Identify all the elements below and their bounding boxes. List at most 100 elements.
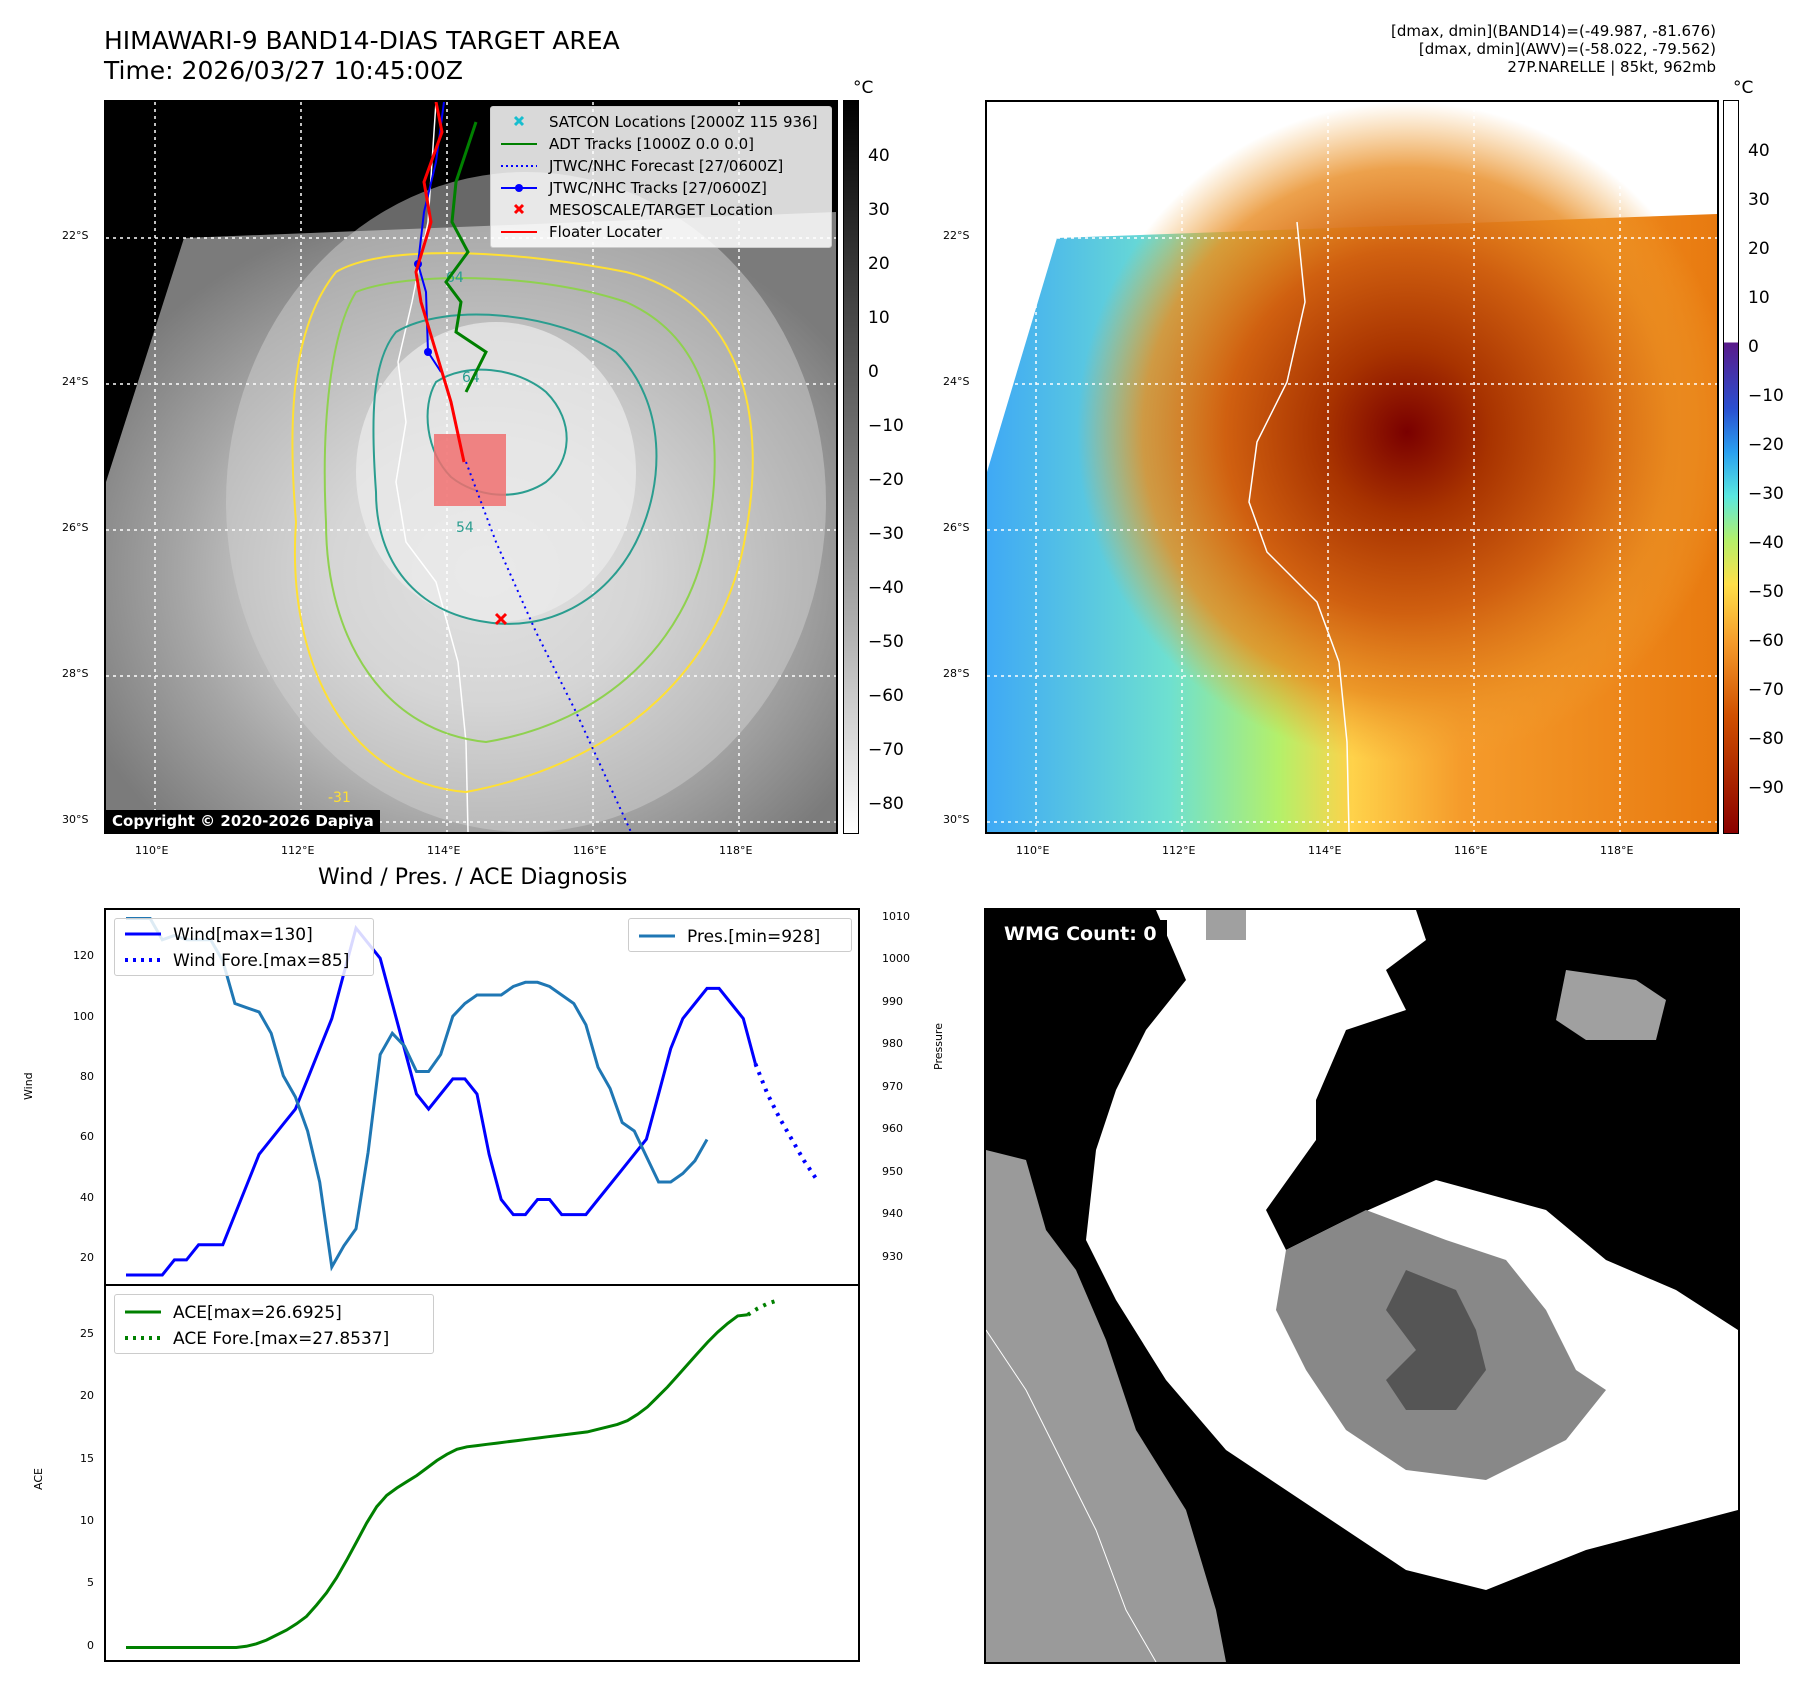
- awv-coastline: [1248, 221, 1350, 832]
- awv-lat-tick-26: 26°S: [943, 521, 970, 534]
- legend-item-ace: ACE[max=26.6925]: [125, 1303, 342, 1323]
- awv-lon-tick-112: 112°E: [1162, 844, 1196, 857]
- wind-ytick: 60: [80, 1130, 94, 1144]
- ir-lon-tick-112: 112°E: [281, 844, 315, 857]
- ir-lat-tick-24: 24°S: [62, 375, 89, 388]
- pressure-ytick: 1000: [882, 952, 910, 965]
- legend-item-wind: Wind[max=130]: [125, 925, 313, 945]
- awv-map-panel: [985, 100, 1719, 834]
- ir-contour-yellow: [291, 252, 754, 794]
- legend-item-jtwc-forecast: JTWC/NHC Forecast [27/0600Z]: [501, 157, 784, 175]
- pressure-ytick: 950: [882, 1164, 903, 1178]
- ir-colorbar: [843, 100, 859, 834]
- pres-legend: Pres.[min=928]: [628, 918, 852, 952]
- awv-lon-tick-110: 110°E: [1016, 844, 1050, 857]
- ace-ytick: 10: [80, 1513, 94, 1527]
- ace-chart-frame: ACE[max=26.6925] ACE Fore.[max=27.8537]: [104, 1284, 860, 1662]
- legend-item-adt: ADT Tracks [1000Z 0.0 0.0]: [501, 135, 754, 153]
- pressure-ytick: 980: [882, 1037, 903, 1050]
- wmg-count-label: WMG Count: 0: [994, 920, 1167, 948]
- ir-lat-tick-22: 22°S: [62, 229, 89, 242]
- pressure-ytick: 970: [882, 1079, 903, 1093]
- figure-title: HIMAWARI-9 BAND14-DIAS TARGET AREA Time:…: [104, 26, 620, 86]
- awv-colorbar-unit: °C: [1733, 78, 1754, 98]
- wmg-image: [986, 910, 1738, 1662]
- contour-label-3: 54: [456, 520, 474, 536]
- contour-label-4: -31: [328, 790, 351, 806]
- storm-info: [dmax, dmin](BAND14)=(-49.987, -81.676) …: [1391, 22, 1716, 76]
- awv-colorbar-ticks: 40 30 20 10 0 −10 −20 −30 −40 −50 −60 −7…: [1748, 141, 1784, 798]
- info-line-1: [dmax, dmin](BAND14)=(-49.987, -81.676): [1391, 22, 1716, 40]
- target-area-box: [434, 434, 506, 506]
- ir-legend: SATCON Locations [2000Z 115 936] ADT Tra…: [490, 106, 832, 248]
- pressure-ytick: 990: [882, 994, 903, 1008]
- ir-contour-lightgreen: [323, 277, 716, 744]
- awv-lon-tick-114: 114°E: [1308, 844, 1342, 857]
- ace-yticks: 0 5 10 15 20 25: [50, 1284, 98, 1662]
- adt-track: [444, 121, 488, 393]
- wind-forecast-series-line: [753, 1063, 818, 1180]
- ir-lat-tick-26: 26°S: [62, 521, 89, 534]
- legend-item-ace-fore: ACE Fore.[max=27.8537]: [125, 1329, 390, 1349]
- ace-ytick: 0: [87, 1638, 94, 1652]
- ir-map-panel: 64 64 54 -31 SATCON Locations [2000Z 115…: [104, 100, 838, 834]
- ace-ytick: 5: [87, 1576, 94, 1590]
- wind-ytick: 120: [73, 949, 94, 963]
- ace-chart: [126, 1298, 779, 1649]
- ir-lat-tick-30: 30°S: [62, 813, 89, 826]
- wind-axis-label: Wind: [22, 1072, 35, 1100]
- legend-item-pres: Pres.[min=928]: [639, 927, 821, 947]
- pressure-ytick: 960: [882, 1122, 903, 1135]
- pressure-ytick: 1010: [882, 909, 910, 923]
- wmg-dark-core: [1386, 1270, 1486, 1410]
- legend-item-satcon: SATCON Locations [2000Z 115 936]: [491, 111, 831, 133]
- awv-colorbar: [1723, 100, 1739, 834]
- wind-ytick: 40: [80, 1190, 94, 1204]
- copyright-badge: Copyright © 2020-2026 Dapiya: [106, 810, 380, 832]
- wind-ytick: 100: [73, 1009, 94, 1023]
- wind-legend: Wind[max=130] Wind Fore.[max=85]: [114, 918, 374, 976]
- awv-storm-core: [1077, 102, 1717, 762]
- pressure-yticks: 930 940 950 960 970 980 990 1000 1010: [878, 908, 938, 1286]
- ir-lon-tick-114: 114°E: [427, 844, 461, 857]
- legend-item-floater: Floater Locater: [501, 223, 663, 241]
- wind-ytick: 20: [80, 1250, 94, 1264]
- ace-legend: ACE[max=26.6925] ACE Fore.[max=27.8537]: [114, 1294, 434, 1354]
- awv-lon-tick-118: 118°E: [1600, 844, 1634, 857]
- ace-ytick: 15: [80, 1451, 94, 1465]
- ir-colorbar-ticks: 40 30 20 10 0 −10 −20 −30 −40 −50 −60 −7…: [868, 146, 904, 814]
- awv-lon-tick-116: 116°E: [1454, 844, 1488, 857]
- wmg-coastline: [986, 1329, 1157, 1662]
- legend-item-wind-fore: Wind Fore.[max=85]: [125, 951, 350, 971]
- pressure-ytick: 930: [882, 1249, 903, 1263]
- ir-lon-tick-110: 110°E: [135, 844, 169, 857]
- wind-series-line: [126, 924, 757, 1277]
- wmg-panel: WMG Count: 0: [984, 908, 1740, 1664]
- awv-gridlines: [987, 102, 1717, 832]
- pressure-ytick: 940: [882, 1207, 903, 1220]
- ace-ytick: 20: [80, 1389, 94, 1403]
- awv-lat-tick-24: 24°S: [943, 375, 970, 388]
- title-line-1: HIMAWARI-9 BAND14-DIAS TARGET AREA: [104, 26, 620, 55]
- awv-map-image: [987, 102, 1717, 832]
- legend-item-jtwc-tracks: JTWC/NHC Tracks [27/0600Z]: [491, 177, 831, 199]
- diagnosis-chart-title: Wind / Pres. / ACE Diagnosis: [318, 865, 628, 890]
- ir-lon-tick-116: 116°E: [573, 844, 607, 857]
- awv-lat-tick-30: 30°S: [943, 813, 970, 826]
- awv-lat-tick-22: 22°S: [943, 229, 970, 242]
- info-line-2: [dmax, dmin](AWV)=(-58.022, -79.562): [1418, 40, 1716, 58]
- ace-axis-label: ACE: [32, 1468, 45, 1490]
- ace-forecast-series-line: [746, 1298, 779, 1317]
- ir-lat-tick-28: 28°S: [62, 667, 89, 680]
- ir-colorbar-unit: °C: [853, 78, 874, 98]
- wind-ytick: 80: [80, 1069, 94, 1083]
- title-line-2: Time: 2026/03/27 10:45:00Z: [104, 56, 463, 85]
- mesoscale-target-marker: [494, 612, 508, 626]
- ace-ytick: 25: [80, 1326, 94, 1340]
- awv-lat-tick-28: 28°S: [943, 667, 970, 680]
- legend-item-mesoscale: MESOSCALE/TARGET Location: [491, 199, 831, 221]
- ir-contour-teal: [372, 313, 658, 625]
- info-line-3: 27P.NARELLE | 85kt, 962mb: [1507, 58, 1716, 76]
- wind-pres-chart-frame: Wind[max=130] Wind Fore.[max=85] Pres.[m…: [104, 908, 860, 1286]
- ace-series-line: [126, 1313, 748, 1649]
